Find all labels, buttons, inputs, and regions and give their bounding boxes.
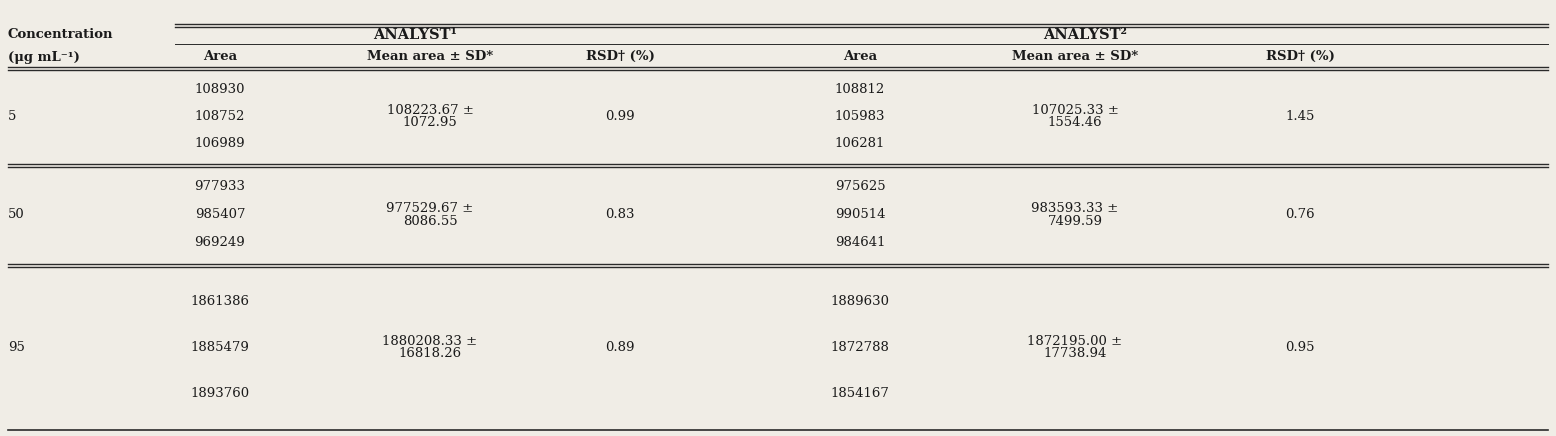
Text: (μg mL⁻¹): (μg mL⁻¹) — [8, 51, 79, 64]
Text: 7499.59: 7499.59 — [1047, 215, 1103, 228]
Text: 1885479: 1885479 — [190, 341, 249, 354]
Text: 17738.94: 17738.94 — [1044, 347, 1106, 360]
Text: 984641: 984641 — [834, 236, 885, 249]
Text: 106989: 106989 — [194, 137, 246, 150]
Text: 1893760: 1893760 — [190, 387, 249, 400]
Text: 975625: 975625 — [834, 181, 885, 194]
Text: 108812: 108812 — [836, 83, 885, 96]
Text: Concentration: Concentration — [8, 28, 114, 41]
Text: 1072.95: 1072.95 — [403, 116, 457, 129]
Text: ANALYST²: ANALYST² — [1043, 28, 1127, 42]
Text: 107025.33 ±: 107025.33 ± — [1032, 104, 1119, 117]
Text: 108930: 108930 — [194, 83, 246, 96]
Text: 95: 95 — [8, 341, 25, 354]
Text: 1872195.00 ±: 1872195.00 ± — [1027, 335, 1122, 348]
Text: 977529.67 ±: 977529.67 ± — [386, 202, 473, 215]
Text: 0.83: 0.83 — [605, 208, 635, 221]
Text: RSD† (%): RSD† (%) — [585, 50, 655, 62]
Text: 50: 50 — [8, 208, 25, 221]
Text: ANALYST¹: ANALYST¹ — [373, 28, 457, 42]
Text: 977933: 977933 — [194, 181, 246, 194]
Text: RSD† (%): RSD† (%) — [1265, 50, 1335, 62]
Text: 1880208.33 ±: 1880208.33 ± — [383, 335, 478, 348]
Text: 1889630: 1889630 — [831, 295, 890, 308]
Text: 1872788: 1872788 — [831, 341, 890, 354]
Text: Mean area ± SD*: Mean area ± SD* — [367, 50, 493, 62]
Text: 105983: 105983 — [834, 110, 885, 123]
Text: 0.95: 0.95 — [1285, 341, 1315, 354]
Text: 1861386: 1861386 — [190, 295, 249, 308]
Text: 990514: 990514 — [834, 208, 885, 221]
Text: 0.76: 0.76 — [1285, 208, 1315, 221]
Text: 5: 5 — [8, 110, 17, 123]
Text: 108223.67 ±: 108223.67 ± — [386, 104, 473, 117]
Text: 969249: 969249 — [194, 236, 246, 249]
Text: Area: Area — [843, 50, 878, 62]
Text: 1854167: 1854167 — [831, 387, 890, 400]
Text: 16818.26: 16818.26 — [398, 347, 462, 360]
Text: 8086.55: 8086.55 — [403, 215, 457, 228]
Text: 106281: 106281 — [836, 137, 885, 150]
Text: Area: Area — [202, 50, 237, 62]
Text: 108752: 108752 — [194, 110, 246, 123]
Text: 985407: 985407 — [194, 208, 246, 221]
Text: 1554.46: 1554.46 — [1047, 116, 1102, 129]
Text: 0.89: 0.89 — [605, 341, 635, 354]
Text: 983593.33 ±: 983593.33 ± — [1032, 202, 1119, 215]
Text: Mean area ± SD*: Mean area ± SD* — [1011, 50, 1137, 62]
Text: 0.99: 0.99 — [605, 110, 635, 123]
Text: 1.45: 1.45 — [1285, 110, 1315, 123]
